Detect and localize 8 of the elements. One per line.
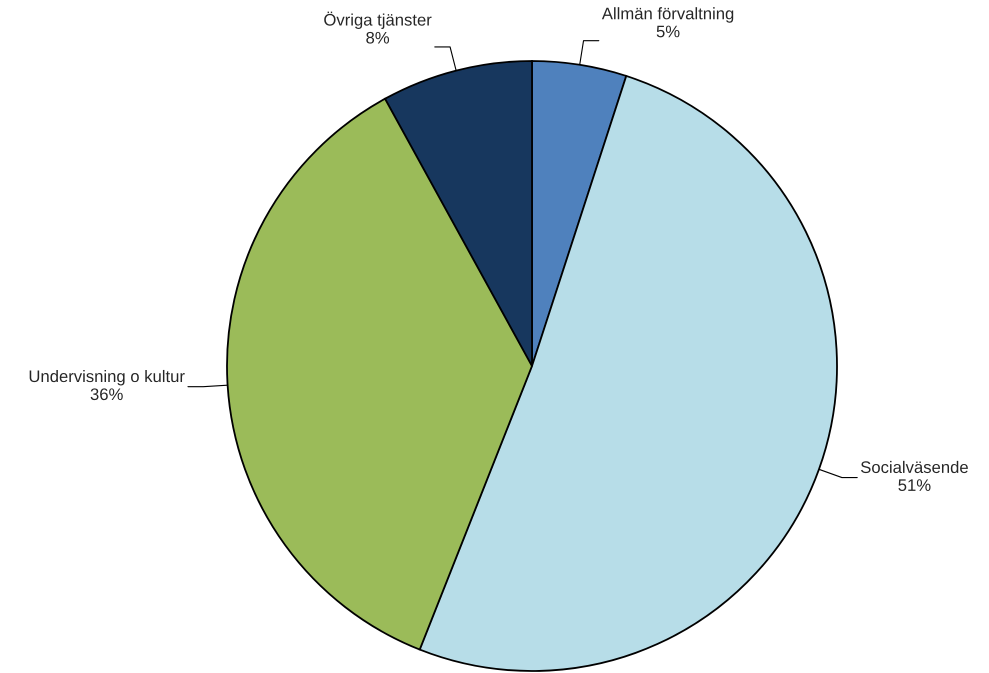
slice-label: Socialväsende <box>860 460 968 474</box>
slice-label: Allmän förvaltning <box>602 7 734 23</box>
data-label: 51% <box>898 479 931 492</box>
data-label: 8% <box>366 32 390 44</box>
data-label: 36% <box>90 388 123 400</box>
slice-label: Undervisning o kultur <box>30 370 185 386</box>
data-label: 5% <box>656 26 680 38</box>
slice-label: Övriga tjänster <box>324 12 432 29</box>
